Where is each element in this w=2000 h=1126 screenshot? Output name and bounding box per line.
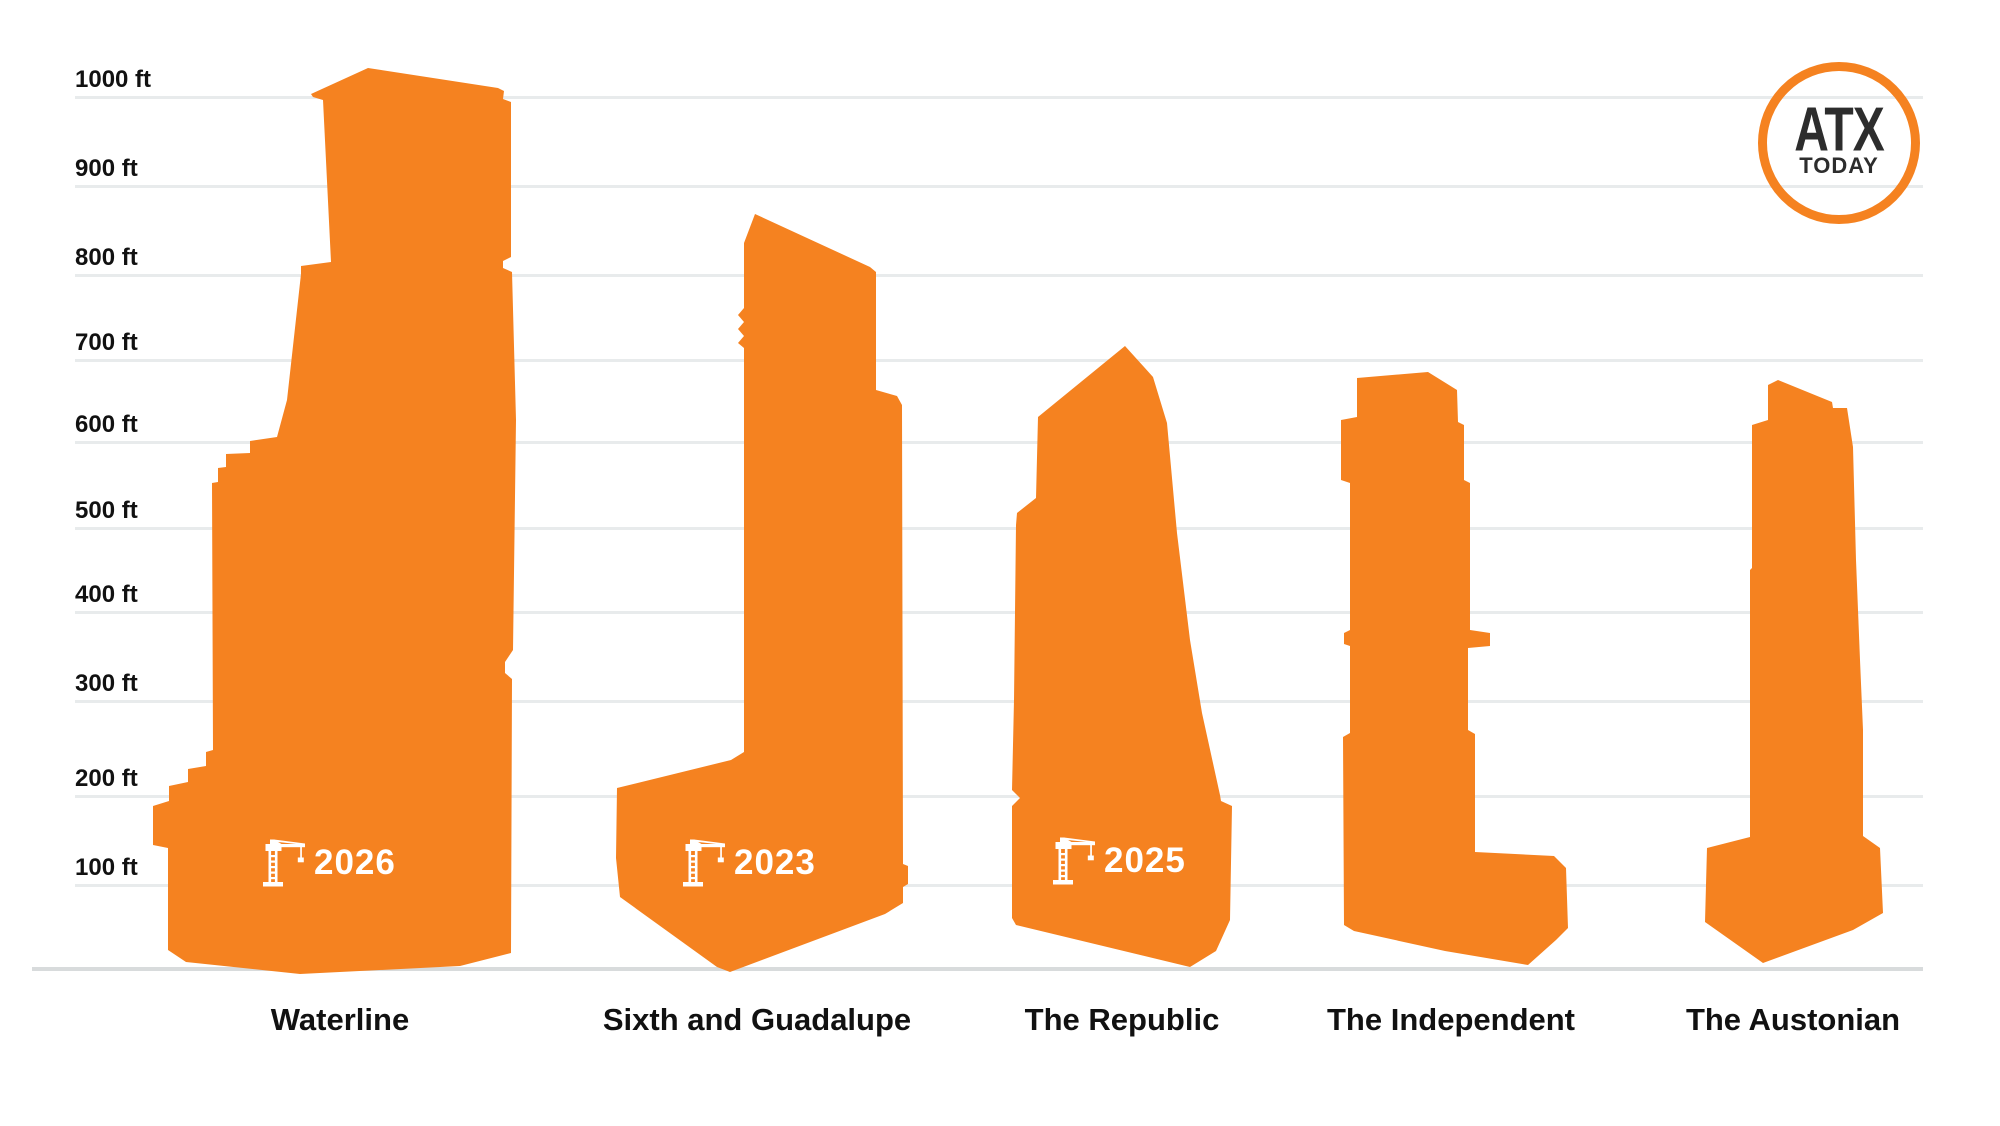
gridline-700ft	[75, 359, 1923, 362]
y-axis-tick-400ft: 400 ft	[75, 581, 138, 608]
y-axis-tick-1000ft: 1000 ft	[75, 66, 152, 93]
building-label-the-austonian: The Austonian	[1685, 1002, 1901, 1037]
gridline-600ft	[75, 441, 1923, 444]
gridline-400ft	[75, 611, 1923, 614]
gridline-500ft	[75, 527, 1923, 530]
gridline-200ft	[75, 795, 1923, 798]
building-label-the-republic: The Republic	[1024, 1002, 1220, 1037]
building-label-the-independent: The Independent	[1327, 1002, 1575, 1037]
gridline-900ft	[75, 185, 1923, 188]
construction-crane-icon	[263, 839, 305, 887]
y-axis-tick-300ft: 300 ft	[75, 670, 138, 697]
building-silhouette-sixth-and-guadalupe	[616, 214, 908, 972]
building-silhouette-the-republic	[1012, 346, 1232, 967]
gridline-300ft	[75, 700, 1923, 703]
topped-out-year: 2023	[734, 843, 816, 882]
y-axis-tick-200ft: 200 ft	[75, 765, 138, 792]
building-label-sixth-and-guadalupe: Sixth and Guadalupe	[602, 1002, 912, 1037]
building-silhouette-waterline	[153, 68, 516, 974]
y-axis-tick-100ft: 100 ft	[75, 854, 138, 881]
logo-text-today: TODAY	[1799, 152, 1879, 178]
building-silhouette-the-austonian	[1705, 380, 1883, 963]
y-axis-tick-800ft: 800 ft	[75, 244, 138, 271]
topped-out-year: 2026	[314, 843, 396, 882]
topped-out-badge-sixth-and-guadalupe: 2023	[682, 839, 816, 887]
y-axis-tick-500ft: 500 ft	[75, 497, 138, 524]
y-axis-tick-900ft: 900 ft	[75, 155, 138, 182]
y-axis-tick-600ft: 600 ft	[75, 411, 138, 438]
topped-out-badge-waterline: 2026	[262, 839, 396, 887]
gridline-1000ft	[75, 96, 1923, 99]
gridline-100ft	[75, 884, 1923, 887]
y-axis-tick-700ft: 700 ft	[75, 329, 138, 356]
atx-today-logo: ATX TODAY	[1758, 62, 1920, 224]
building-silhouette-the-independent	[1341, 372, 1568, 965]
baseline-0ft	[32, 967, 1923, 971]
gridline-800ft	[75, 274, 1923, 277]
topped-out-year: 2025	[1104, 841, 1186, 880]
building-label-waterline: Waterline	[270, 1002, 410, 1037]
logo-text-atx: ATX	[1794, 95, 1884, 165]
construction-crane-icon	[683, 839, 725, 887]
topped-out-badge-the-republic: 2025	[1052, 837, 1186, 885]
construction-crane-icon	[1053, 837, 1095, 885]
